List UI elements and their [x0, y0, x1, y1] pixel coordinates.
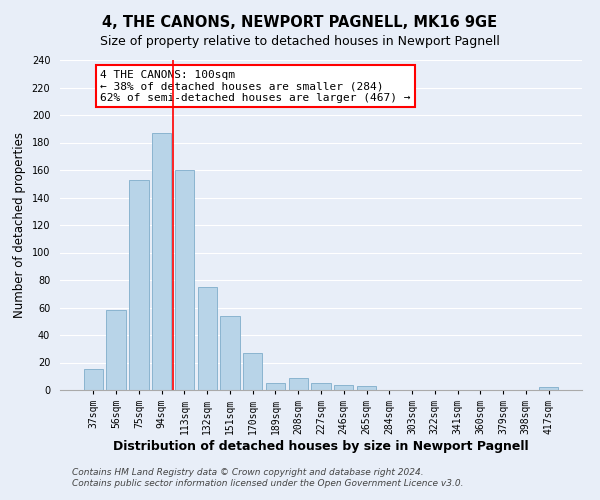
Bar [266, 383, 285, 390]
Bar [129, 180, 149, 390]
Text: Size of property relative to detached houses in Newport Pagnell: Size of property relative to detached ho… [100, 35, 500, 48]
Bar [84, 370, 103, 390]
Bar [243, 353, 262, 390]
Text: 4, THE CANONS, NEWPORT PAGNELL, MK16 9GE: 4, THE CANONS, NEWPORT PAGNELL, MK16 9GE [103, 15, 497, 30]
Bar [197, 287, 217, 390]
Bar [152, 133, 172, 390]
Y-axis label: Number of detached properties: Number of detached properties [13, 132, 26, 318]
Bar [220, 316, 239, 390]
Bar [357, 386, 376, 390]
Bar [289, 378, 308, 390]
Bar [175, 170, 194, 390]
X-axis label: Distribution of detached houses by size in Newport Pagnell: Distribution of detached houses by size … [113, 440, 529, 453]
Bar [539, 387, 558, 390]
Bar [334, 384, 353, 390]
Bar [311, 383, 331, 390]
Text: 4 THE CANONS: 100sqm
← 38% of detached houses are smaller (284)
62% of semi-deta: 4 THE CANONS: 100sqm ← 38% of detached h… [100, 70, 411, 103]
Bar [106, 310, 126, 390]
Text: Contains HM Land Registry data © Crown copyright and database right 2024.
Contai: Contains HM Land Registry data © Crown c… [72, 468, 464, 487]
